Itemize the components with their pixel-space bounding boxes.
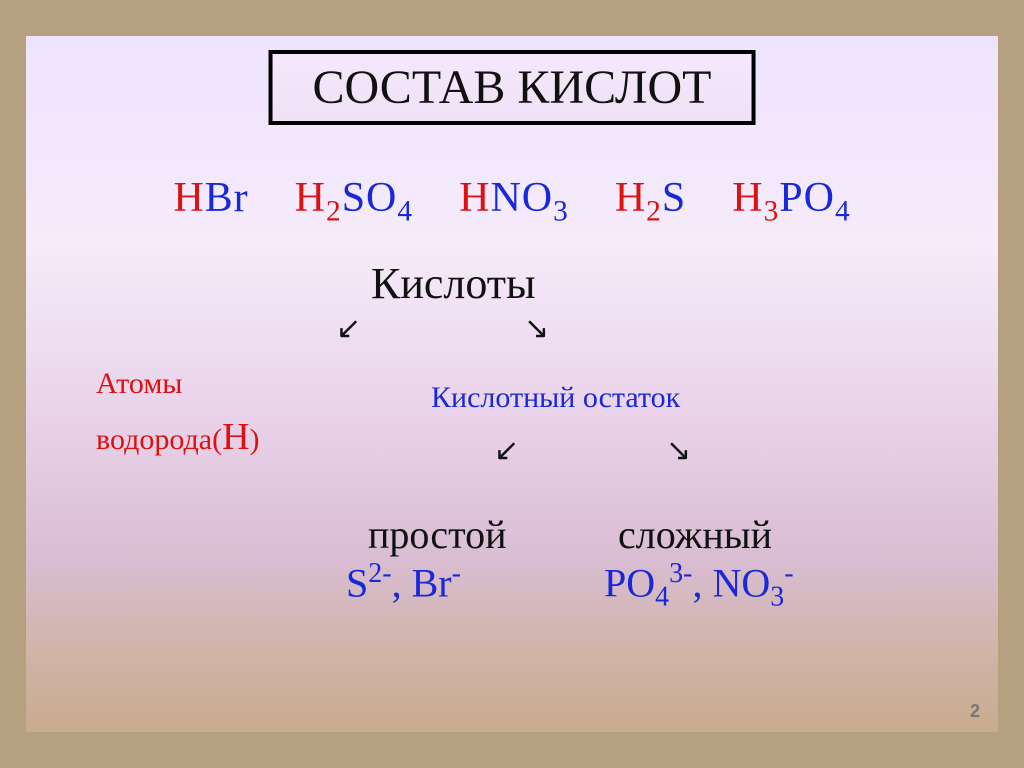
acid-residue-label: Кислотный остаток	[431, 381, 680, 415]
slide: СОСТАВ КИСЛОТ HBr H2SO4 HNO3 H2S H3PO4 К…	[0, 0, 1024, 768]
atoms-line2-prefix: водорода(	[96, 423, 222, 456]
slide-title: СОСТАВ КИСЛОТ	[313, 60, 712, 115]
complex-label: сложный	[618, 511, 772, 558]
atoms-line2-h: Н	[222, 416, 249, 458]
arrow-acids-to-atoms: ↙	[336, 314, 361, 344]
formula: H2S	[615, 175, 686, 221]
acid-formulas-row: HBr H2SO4 HNO3 H2S H3PO4	[26, 174, 998, 228]
simple-ions: S2-, Br-	[346, 558, 461, 606]
acids-label: Кислоты	[371, 258, 536, 309]
formula: H3PO4	[732, 175, 850, 221]
formula: H2SO4	[295, 175, 413, 221]
atoms-line2-suffix: )	[250, 423, 260, 456]
simple-label: простой	[368, 511, 507, 558]
hydrogen-atoms-label: Атомы водорода(Н)	[96, 361, 260, 466]
arrow-acids-to-residue: ↘	[524, 314, 549, 344]
atoms-line1: Атомы	[96, 367, 182, 400]
formula: HNO3	[459, 175, 569, 221]
formula: HBr	[173, 175, 248, 221]
complex-ions: PO43-, NO3-	[604, 558, 794, 613]
arrow-residue-to-complex: ↘	[666, 436, 691, 466]
page-number: 2	[970, 701, 980, 722]
arrow-residue-to-simple: ↙	[494, 436, 519, 466]
title-box: СОСТАВ КИСЛОТ	[269, 50, 756, 125]
